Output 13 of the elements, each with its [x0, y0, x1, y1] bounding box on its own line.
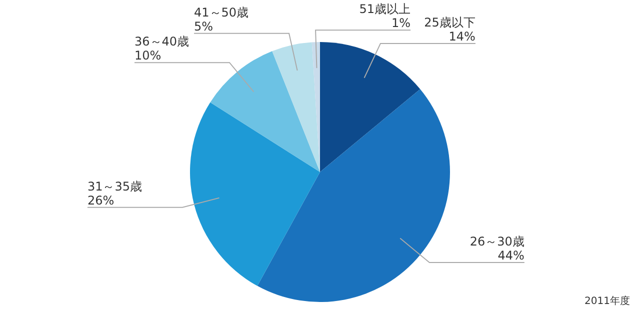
slice-label: 41～50歳 — [194, 5, 249, 20]
data-label: 10% — [134, 48, 162, 63]
data-label: 5% — [194, 19, 214, 34]
slice-label: 31～35歳 — [87, 179, 142, 194]
data-label: 1% — [391, 16, 411, 30]
data-label: 44% — [498, 248, 524, 263]
slice-label: 51歳以上 — [359, 2, 411, 16]
text: 2011年度 — [584, 295, 630, 307]
data-label: 14% — [448, 30, 476, 44]
slice-label: 36～40歳 — [134, 34, 190, 49]
slice-label: 25歳以下 — [424, 16, 476, 30]
slice-label: 26～30歳 — [470, 234, 524, 249]
data-label: 26% — [87, 193, 114, 208]
